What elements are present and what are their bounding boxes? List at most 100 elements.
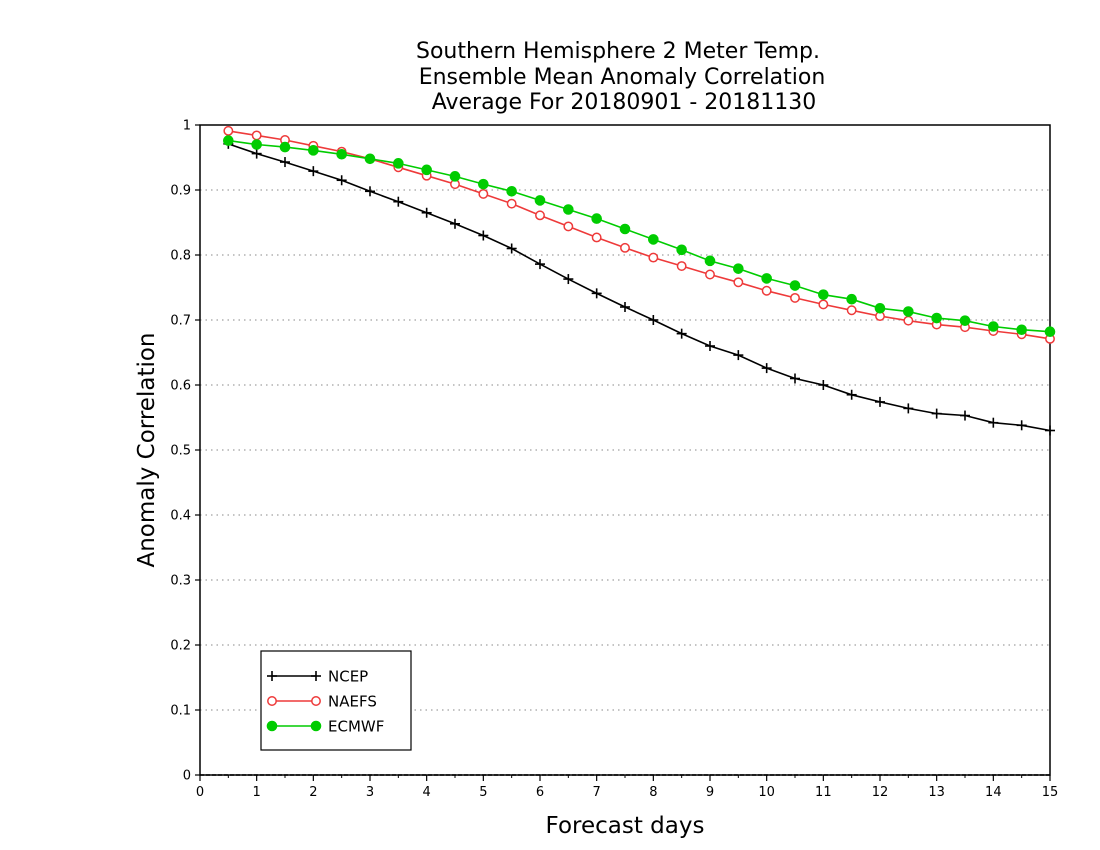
x-tick-label-1: 1 <box>253 785 261 800</box>
legend-item-naefs: NAEFS <box>267 693 377 711</box>
y-tick-label-7: 0.7 <box>170 314 191 329</box>
point-ecmwf-21 <box>818 289 829 300</box>
x-tick-label-2: 2 <box>309 785 317 800</box>
y-tick-label-9: 0.9 <box>170 184 191 199</box>
point-ecmwf-18 <box>733 263 744 274</box>
x-tick-label-15: 15 <box>1042 785 1059 800</box>
x-tick-label-9: 9 <box>706 785 714 800</box>
point-ecmwf-7 <box>421 164 432 176</box>
point-ncep-12 <box>563 274 574 285</box>
point-ecmwf-25 <box>931 312 942 324</box>
point-naefs-9 <box>478 188 489 199</box>
legend-marker-ecmwf-end <box>310 720 322 732</box>
point-naefs-18 <box>733 277 744 288</box>
legend-marker-ncep-start <box>267 671 277 681</box>
gridlines <box>200 189 1050 711</box>
y-tick-label-5: 0.5 <box>170 444 191 459</box>
point-naefs-0 <box>223 125 234 136</box>
point-ncep-25 <box>931 408 942 419</box>
legend: NCEP NAEFS ECMWF <box>260 650 412 751</box>
point-ncep-2 <box>280 157 290 168</box>
point-ecmwf-4 <box>336 148 347 160</box>
point-ncep-5 <box>365 186 375 197</box>
point-ncep-29 <box>1045 425 1055 436</box>
point-ncep-6 <box>393 196 404 207</box>
chart-title-line-3: Average For 20180901 - 20181130 <box>432 90 817 115</box>
point-ecmwf-2 <box>279 141 291 153</box>
point-ncep-14 <box>620 302 630 312</box>
point-ecmwf-13 <box>591 213 602 224</box>
point-ecmwf-28 <box>1016 324 1027 336</box>
point-naefs-1 <box>251 130 262 141</box>
y-tick-label-6: 0.6 <box>170 379 191 394</box>
point-ecmwf-27 <box>988 321 999 332</box>
point-naefs-21 <box>818 299 829 310</box>
chart-title-line-1: Southern Hemisphere 2 Meter Temp. <box>416 39 820 64</box>
point-ecmwf-0 <box>223 135 234 146</box>
x-tick-label-0: 0 <box>196 785 204 800</box>
x-axis-label: Forecast days <box>546 813 705 839</box>
point-ncep-27 <box>988 417 999 428</box>
point-ncep-22 <box>846 389 857 400</box>
series-ncep <box>223 138 1055 436</box>
point-ncep-23 <box>875 396 885 407</box>
point-ncep-18 <box>733 350 744 361</box>
point-ecmwf-11 <box>534 195 546 206</box>
point-ncep-7 <box>421 207 432 218</box>
point-ecmwf-15 <box>648 234 659 245</box>
point-ncep-15 <box>648 315 659 325</box>
chart-title: Southern Hemisphere 2 Meter Temp. Ensemb… <box>416 39 825 115</box>
y-tick-label-8: 0.8 <box>170 249 191 264</box>
point-ecmwf-10 <box>506 186 517 197</box>
x-tick-label-14: 14 <box>985 785 1002 800</box>
x-tick-label-4: 4 <box>423 785 431 800</box>
y-tick-label-3: 0.3 <box>170 574 191 589</box>
point-ecmwf-23 <box>874 303 886 314</box>
point-ecmwf-22 <box>846 293 857 305</box>
point-ecmwf-20 <box>789 280 801 291</box>
x-tick-label-8: 8 <box>649 785 657 800</box>
series-lines <box>223 125 1056 436</box>
point-naefs-14 <box>620 242 630 253</box>
point-naefs-16 <box>676 261 687 271</box>
point-naefs-20 <box>790 292 800 303</box>
point-ncep-24 <box>903 403 914 414</box>
point-ncep-20 <box>790 373 800 384</box>
x-tick-label-13: 13 <box>928 785 945 800</box>
point-ecmwf-9 <box>478 178 489 190</box>
y-tick-label-4: 0.4 <box>170 509 191 524</box>
x-tick-label-7: 7 <box>593 785 601 800</box>
point-naefs-19 <box>761 285 772 296</box>
axes: 00.10.20.30.40.50.60.70.80.910 1 2 3 4 5 6 7 8 9 1… <box>170 119 1058 801</box>
legend-item-ncep: NCEP <box>267 668 368 686</box>
legend-item-ecmwf: ECMWF <box>266 718 384 736</box>
point-naefs-13 <box>591 232 602 243</box>
point-ncep-4 <box>336 175 347 186</box>
y-tick-label-1: 0.1 <box>170 704 191 719</box>
point-ecmwf-3 <box>308 145 319 156</box>
chart-title-line-2: Ensemble Mean Anomaly Correlation <box>419 65 826 90</box>
y-tick-label-0: 0 <box>183 769 191 784</box>
series-line-ncep <box>228 143 1051 432</box>
point-ncep-19 <box>761 363 772 374</box>
legend-marker-ecmwf-start <box>266 720 278 732</box>
x-tick-label-6: 6 <box>536 785 544 800</box>
series-line-ecmwf <box>228 139 1051 333</box>
point-ncep-8 <box>450 218 460 229</box>
point-ncep-11 <box>535 259 545 270</box>
point-ncep-16 <box>676 328 687 339</box>
point-naefs-22 <box>846 305 857 316</box>
point-ecmwf-24 <box>903 306 914 317</box>
y-tick-label-10: 1 <box>183 119 191 134</box>
series-ecmwf <box>223 135 1056 338</box>
point-naefs-11 <box>535 210 545 221</box>
point-ecmwf-12 <box>563 204 574 215</box>
point-ecmwf-1 <box>251 139 262 150</box>
legend-marker-ncep-end <box>311 671 321 681</box>
point-ncep-21 <box>818 380 829 390</box>
point-ncep-28 <box>1016 420 1027 431</box>
point-ncep-1 <box>251 148 262 159</box>
x-tick-label-5: 5 <box>479 785 487 800</box>
point-ecmwf-17 <box>704 255 716 267</box>
